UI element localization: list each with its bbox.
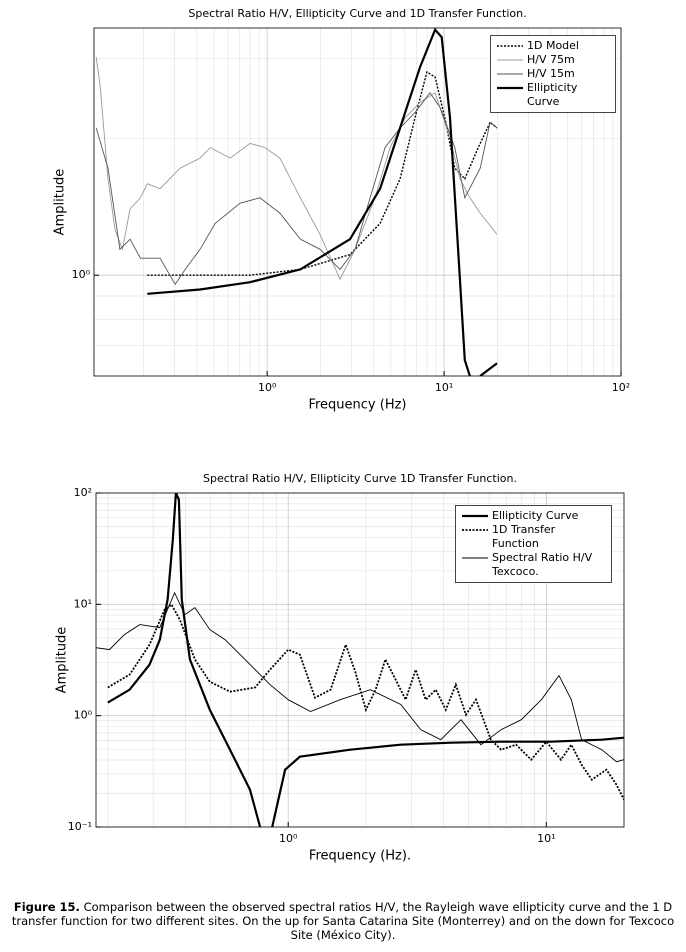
- chart-title: Spectral Ratio H/V, Ellipticity Curve 1D…: [203, 472, 517, 485]
- legend-label: Ellipticity Curve: [527, 81, 578, 108]
- series-line: [95, 57, 498, 281]
- legend-label: 1D Model: [527, 39, 579, 52]
- y-tick-label: 10¹: [74, 597, 92, 610]
- chart-title: Spectral Ratio H/V, Ellipticity Curve an…: [188, 7, 526, 20]
- legend-item: H/V 15m: [497, 67, 609, 81]
- legend: 1D Model H/V 75m H/V 15m Ellipticity Curve: [490, 35, 616, 113]
- caption-label: Figure 15.: [13, 900, 80, 914]
- legend-swatch: [497, 45, 523, 47]
- caption: Figure 15. Comparison between the observ…: [4, 900, 682, 942]
- x-tick-label: 10⁰: [279, 832, 298, 845]
- series-line: [107, 493, 624, 827]
- legend-swatch: [497, 59, 523, 61]
- plot-frame: [93, 27, 622, 377]
- legend: Ellipticity Curve 1D Transfer Function Spe…: [455, 505, 612, 583]
- x-axis-label: Frequency (Hz).: [309, 849, 411, 864]
- x-tick-label: 10¹: [435, 381, 453, 394]
- legend-item: Ellipticity Curve: [462, 509, 605, 523]
- caption-text: Comparison between the observed spectral…: [11, 900, 675, 942]
- y-tick-label: 10⁻¹: [68, 820, 92, 833]
- legend-label: H/V 15m: [527, 67, 575, 80]
- x-tick-label: 10²: [612, 381, 630, 394]
- legend-item: 1D Transfer Function: [462, 523, 605, 551]
- x-tick-label: 10¹: [537, 832, 555, 845]
- series-line: [96, 591, 624, 763]
- series-line: [95, 92, 498, 286]
- y-tick-label: 10⁰: [74, 709, 93, 722]
- x-tick-label: 10⁰: [258, 381, 277, 394]
- legend-swatch: [497, 86, 523, 90]
- figure: 10⁰ 10¹ 10² 10⁰ Spectral Ratio H/V, Elliptic…: [53, 7, 631, 864]
- legend-swatch: [462, 514, 488, 518]
- y-axis-label: Amplitude: [53, 169, 68, 236]
- series-line: [147, 70, 498, 276]
- x-axis-label: Frequency (Hz): [308, 398, 406, 413]
- legend-label: H/V 75m: [527, 53, 575, 66]
- legend-swatch: [462, 529, 488, 531]
- legend-item: Ellipticity Curve: [497, 81, 609, 109]
- legend-label: Spectral Ratio H/V Texcoco.: [492, 551, 593, 578]
- legend-item: 1D Model: [497, 39, 609, 53]
- legend-swatch: [497, 73, 523, 75]
- series-line: [147, 28, 498, 376]
- series-line: [107, 603, 624, 801]
- legend-item: Spectral Ratio H/V Texcoco.: [462, 551, 605, 579]
- legend-label: Ellipticity Curve: [492, 509, 579, 522]
- legend-label: 1D Transfer Function: [492, 523, 556, 550]
- legend-item: H/V 75m: [497, 53, 609, 67]
- y-tick-label: 10⁰: [72, 268, 91, 281]
- y-axis-label: Amplitude: [55, 627, 70, 694]
- plot-frame: [95, 492, 625, 828]
- y-tick-label: 10²: [74, 486, 92, 499]
- legend-swatch: [462, 557, 488, 559]
